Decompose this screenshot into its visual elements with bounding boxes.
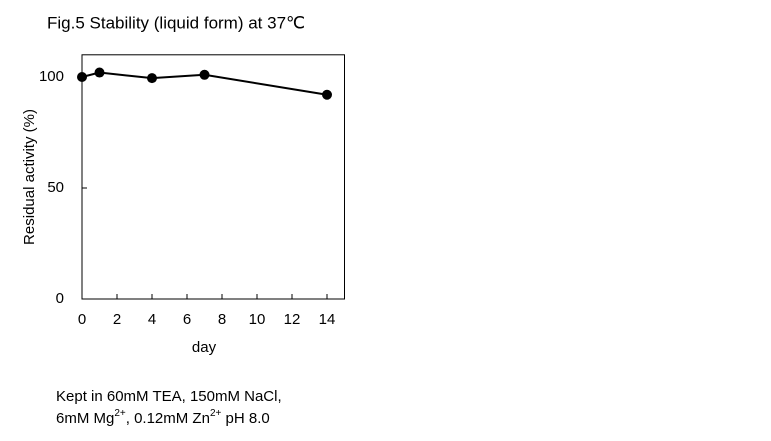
x-tick-label: 12 <box>284 311 301 328</box>
footnote-text: pH 8.0 <box>221 410 269 427</box>
y-axis-label: Residual activity (%) <box>21 109 38 245</box>
superscript: 2+ <box>210 408 222 419</box>
y-tick-label: 0 <box>56 290 64 307</box>
x-tick-label: 14 <box>319 311 336 328</box>
x-axis-label: day <box>192 339 217 356</box>
footnote-text: , 0.12mM Zn <box>126 410 210 427</box>
x-tick-label: 8 <box>218 311 226 328</box>
data-point <box>147 73 157 84</box>
x-tick-label: 4 <box>148 311 156 328</box>
footnote-text: Kept in 60mM TEA, 150mM NaCl, <box>56 388 282 405</box>
footnote-text: 6mM Mg <box>56 410 114 427</box>
chart-title: Fig.5 Stability (liquid form) at 37℃ <box>47 13 305 32</box>
x-tick-label: 0 <box>78 311 86 328</box>
y-tick-label: 100 <box>39 68 64 85</box>
plot-frame <box>81 54 345 300</box>
footnote: Kept in 60mM TEA, 150mM NaCl, <box>56 388 282 405</box>
data-point <box>199 69 210 80</box>
data-point <box>322 89 332 100</box>
y-tick-label: 50 <box>47 179 64 196</box>
x-tick-label: 6 <box>183 311 191 328</box>
data-point <box>94 67 105 78</box>
x-tick-label: 2 <box>113 311 121 328</box>
data-point <box>77 72 87 82</box>
footnote: 6mM Mg2+, 0.12mM Zn2+ pH 8.0 <box>56 408 270 427</box>
x-tick-label: 10 <box>249 311 266 328</box>
superscript: 2+ <box>114 408 126 419</box>
